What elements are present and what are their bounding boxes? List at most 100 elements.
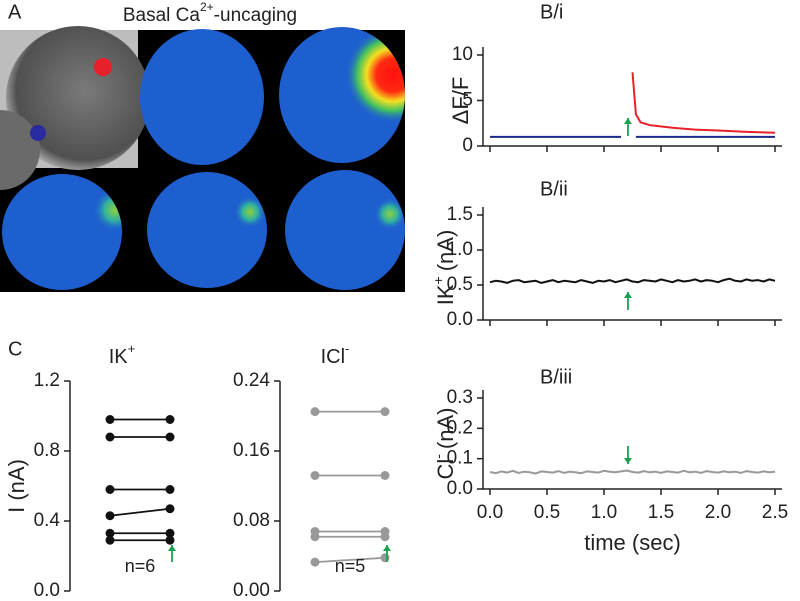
x-tick-label: 2.0 <box>705 502 731 523</box>
pair-dot <box>105 432 115 442</box>
sample-size: n=6 <box>125 556 156 576</box>
y-tick-label: 0.3 <box>447 387 473 408</box>
y-tick-label: 1.2 <box>34 370 60 391</box>
pair-dot <box>310 557 320 567</box>
panel-label: B/iii <box>540 366 572 388</box>
calcium-hotspot <box>345 27 405 123</box>
y-axis-label: Cl- (nA) <box>430 407 458 479</box>
calcium-hotspot <box>374 198 405 230</box>
chart-title-text: IK <box>109 346 129 368</box>
y-tick-label: 0.0 <box>447 478 473 499</box>
y-tick-label: 5 <box>462 90 473 111</box>
trace <box>631 72 776 134</box>
calcium-hotspot <box>234 196 266 228</box>
x-tick-label: 0.0 <box>477 502 503 523</box>
y-axis-label: IK+ (nA) <box>430 230 458 306</box>
pair-dot <box>105 415 115 424</box>
y-axis-label-end: (nA) <box>433 407 458 449</box>
y-tick-label: 10 <box>452 44 473 65</box>
y-axis-label-sup: - <box>430 454 446 459</box>
pair-dot <box>105 535 115 545</box>
y-tick-label: 0.08 <box>233 510 270 531</box>
image-title-sup: 2+ <box>200 0 214 14</box>
pair-dot <box>105 528 115 538</box>
event-arrow <box>383 545 391 562</box>
image-title-text: Basal Ca <box>123 5 201 26</box>
trace <box>489 277 776 284</box>
y-axis-label-text: Cl <box>433 459 458 480</box>
event-arrow <box>623 292 632 310</box>
y-axis-label: ΔF/F <box>448 77 473 125</box>
image-title: Basal Ca2+-uncaging <box>123 0 297 26</box>
chart-title-text: ICl <box>321 346 345 368</box>
pair-dot <box>165 535 175 545</box>
y-tick-label: 0 <box>462 135 473 156</box>
cell-fluorescence <box>147 172 267 288</box>
y-tick-label: 1.0 <box>447 239 473 260</box>
event-arrow-head <box>623 458 632 464</box>
y-tick-label: 0.24 <box>233 370 270 391</box>
event-arrow <box>623 446 632 464</box>
y-axis-label-text: ΔF/F <box>448 77 473 125</box>
x-axis-label: time (sec) <box>584 530 681 555</box>
roi-blue <box>30 125 46 141</box>
pair-line <box>109 507 171 517</box>
panel-label: C <box>8 338 22 360</box>
cell <box>0 110 40 190</box>
chart-title: ICl- <box>321 341 350 368</box>
y-tick-label: 0.4 <box>34 510 61 531</box>
pair-dot <box>310 532 320 542</box>
y-axis-label: I (nA) <box>4 459 29 513</box>
sample-size: n=5 <box>335 556 366 576</box>
pair-dot <box>165 432 175 442</box>
x-tick-label: 1.5 <box>648 502 674 523</box>
x-tick-label: 1.0 <box>591 502 617 523</box>
y-tick-label: 0.16 <box>233 440 270 461</box>
y-tick-label: 0.0 <box>34 580 60 601</box>
y-tick-label: 0.2 <box>447 417 473 438</box>
y-axis-label-text: I (nA) <box>4 459 29 513</box>
pair-dot <box>380 407 390 417</box>
pair-dot <box>310 407 320 417</box>
cell-fluorescence <box>140 29 264 165</box>
panel-label: A <box>8 1 22 23</box>
pair-dot <box>380 553 390 563</box>
panel-label: B/ii <box>540 178 568 200</box>
x-tick-label: 0.5 <box>534 502 560 523</box>
pair-dot <box>105 511 115 521</box>
y-tick-label: 0.8 <box>34 440 60 461</box>
y-tick-label: 0.1 <box>447 448 473 469</box>
image-panel <box>0 26 405 292</box>
pair-dot <box>105 485 115 494</box>
event-arrow-head <box>383 545 391 551</box>
event-arrow-head <box>623 118 632 124</box>
pair-dot <box>165 528 175 538</box>
y-tick-label: 0.0 <box>447 309 473 330</box>
calcium-hotspot <box>93 188 122 232</box>
cell-fluorescence <box>285 170 405 290</box>
pair-line <box>314 556 386 564</box>
y-axis-label-text: IK <box>433 284 458 305</box>
roi-red <box>94 58 112 76</box>
pair-dot <box>165 485 175 494</box>
event-arrow <box>623 118 632 136</box>
x-tick-label: 2.5 <box>762 502 788 523</box>
y-axis-label-end: (nA) <box>433 230 458 272</box>
event-arrow-head <box>168 545 176 551</box>
chart-title: IK+ <box>109 341 136 368</box>
panel-label: B/i <box>540 1 563 23</box>
event-arrow-head <box>623 292 632 298</box>
y-tick-label: 0.00 <box>233 580 270 601</box>
y-axis-label-sup: + <box>430 276 446 284</box>
cell-fluorescence <box>2 174 122 290</box>
pair-dot <box>380 471 390 480</box>
event-arrow <box>168 545 176 562</box>
pair-dot <box>165 504 175 514</box>
y-tick-label: 0.5 <box>447 274 473 295</box>
pair-dot <box>310 471 320 480</box>
pair-dot <box>380 532 390 542</box>
y-tick-label: 1.5 <box>447 204 473 225</box>
chart-title-sup: - <box>345 341 349 356</box>
chart-title-sup: + <box>128 341 136 356</box>
